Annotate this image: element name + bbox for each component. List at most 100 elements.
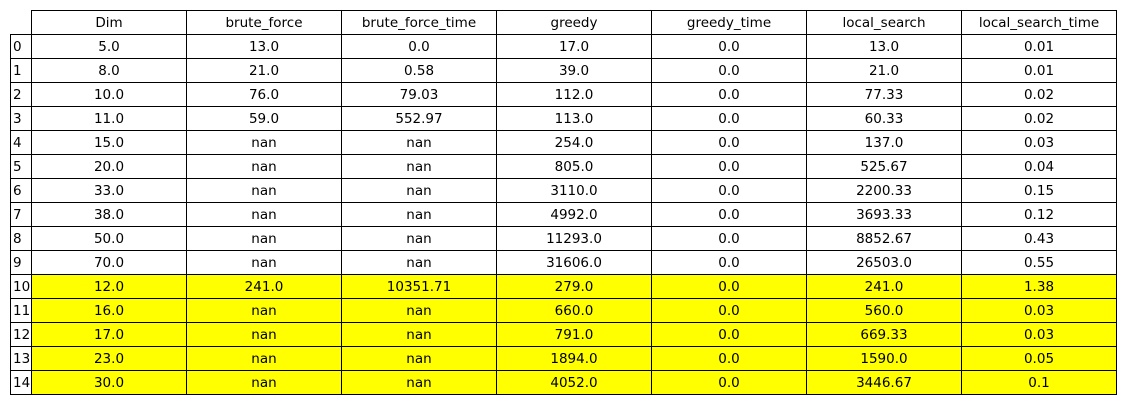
table-cell: nan (186, 130, 342, 155)
table-cell: 8852.67 (806, 226, 962, 251)
table-cell: 660.0 (496, 298, 652, 323)
table-cell: 70.0 (31, 250, 187, 275)
table-cell: 17.0 (31, 322, 187, 347)
table-cell: nan (186, 322, 342, 347)
column-header: greedy_time (651, 10, 807, 35)
table-cell: 13.0 (806, 34, 962, 59)
table-cell: 0.02 (961, 106, 1117, 131)
table-cell: 5.0 (31, 34, 187, 59)
table-cell: nan (341, 154, 497, 179)
table-cell: 0.0 (651, 274, 807, 299)
table-cell: 0.0 (651, 298, 807, 323)
table-cell: 0.03 (961, 298, 1117, 323)
table-cell: 552.97 (341, 106, 497, 131)
table-cell: 0.0 (341, 34, 497, 59)
row-index-cell: 0 (10, 34, 32, 59)
table-cell: 137.0 (806, 130, 962, 155)
table-cell: nan (186, 202, 342, 227)
table-cell: 31606.0 (496, 250, 652, 275)
table-cell: 15.0 (31, 130, 187, 155)
table-cell: 3110.0 (496, 178, 652, 203)
table-cell: 1590.0 (806, 346, 962, 371)
table-cell: 38.0 (31, 202, 187, 227)
table-cell: nan (186, 226, 342, 251)
table-cell: nan (186, 298, 342, 323)
table-cell: 0.0 (651, 250, 807, 275)
table-cell: 4052.0 (496, 370, 652, 395)
column-header: Dim (31, 10, 187, 35)
row-index-cell: 8 (10, 226, 32, 251)
column-header: local_search_time (961, 10, 1117, 35)
table-cell: 279.0 (496, 274, 652, 299)
table-body: 0 5.0 13.0 0.0 17.0 0.0 13.0 0.01 1 8.0 21.0 0.58 39… (10, 34, 1117, 395)
table-cell: 23.0 (31, 346, 187, 371)
table-row: 14 30.0 nan nan 4052.0 0.0 3446.67 0.1 (10, 370, 1117, 395)
table-cell: 8.0 (31, 58, 187, 83)
column-header: brute_force_time (341, 10, 497, 35)
table-cell: 0.58 (341, 58, 497, 83)
column-header: local_search (806, 10, 962, 35)
table-cell: 2200.33 (806, 178, 962, 203)
table-cell: 0.0 (651, 34, 807, 59)
table-cell: nan (186, 370, 342, 395)
table-row: 7 38.0 nan nan 4992.0 0.0 3693.33 0.12 (10, 202, 1117, 227)
row-index-cell: 1 (10, 58, 32, 83)
table-row: 5 20.0 nan nan 805.0 0.0 525.67 0.04 (10, 154, 1117, 179)
table-row: 2 10.0 76.0 79.03 112.0 0.0 77.33 0.02 (10, 82, 1117, 107)
table-cell: 0.0 (651, 82, 807, 107)
table-cell: 113.0 (496, 106, 652, 131)
table-row: 12 17.0 nan nan 791.0 0.0 669.33 0.03 (10, 322, 1117, 347)
table-cell: 0.1 (961, 370, 1117, 395)
table-cell: 17.0 (496, 34, 652, 59)
table-cell: nan (186, 346, 342, 371)
table-cell: 10351.71 (341, 274, 497, 299)
row-index-cell: 6 (10, 178, 32, 203)
row-index-cell: 11 (10, 298, 32, 323)
table-cell: 112.0 (496, 82, 652, 107)
table-cell: 13.0 (186, 34, 342, 59)
table-cell: 0.0 (651, 370, 807, 395)
table-cell: 0.15 (961, 178, 1117, 203)
table-cell: nan (341, 226, 497, 251)
table-cell: 0.43 (961, 226, 1117, 251)
table-cell: 0.04 (961, 154, 1117, 179)
table-cell: 254.0 (496, 130, 652, 155)
table-cell: 33.0 (31, 178, 187, 203)
table-cell: 0.0 (651, 154, 807, 179)
table-cell: 669.33 (806, 322, 962, 347)
table-row: 6 33.0 nan nan 3110.0 0.0 2200.33 0.15 (10, 178, 1117, 203)
table-cell: 0.0 (651, 130, 807, 155)
table-cell: 791.0 (496, 322, 652, 347)
table-cell: 0.01 (961, 58, 1117, 83)
table-cell: nan (341, 322, 497, 347)
table-cell: 50.0 (31, 226, 187, 251)
column-header: brute_force (186, 10, 342, 35)
table-cell: 26503.0 (806, 250, 962, 275)
table-cell: nan (186, 178, 342, 203)
table-row: 1 8.0 21.0 0.58 39.0 0.0 21.0 0.01 (10, 58, 1117, 83)
table-cell: nan (341, 130, 497, 155)
table-row: 10 12.0 241.0 10351.71 279.0 0.0 241.0 1.38 (10, 274, 1117, 299)
row-index-cell: 12 (10, 322, 32, 347)
row-index-cell: 7 (10, 202, 32, 227)
table-cell: 0.05 (961, 346, 1117, 371)
table-row: 0 5.0 13.0 0.0 17.0 0.0 13.0 0.01 (10, 34, 1117, 59)
row-index-cell: 2 (10, 82, 32, 107)
table-cell: 241.0 (806, 274, 962, 299)
table-cell: nan (341, 370, 497, 395)
results-table: Dim brute_force brute_force_time greedy gree… (10, 10, 1117, 395)
table-cell: 241.0 (186, 274, 342, 299)
table-cell: 3446.67 (806, 370, 962, 395)
table-cell: 805.0 (496, 154, 652, 179)
row-index-cell: 4 (10, 130, 32, 155)
row-index-cell: 5 (10, 154, 32, 179)
table-cell: 0.03 (961, 130, 1117, 155)
table-cell: nan (341, 178, 497, 203)
table-cell: 0.0 (651, 346, 807, 371)
table-cell: 30.0 (31, 370, 187, 395)
table-cell: 1894.0 (496, 346, 652, 371)
row-index-cell: 10 (10, 274, 32, 299)
table-row: 11 16.0 nan nan 660.0 0.0 560.0 0.03 (10, 298, 1117, 323)
table-cell: 0.55 (961, 250, 1117, 275)
table-cell: 0.0 (651, 178, 807, 203)
